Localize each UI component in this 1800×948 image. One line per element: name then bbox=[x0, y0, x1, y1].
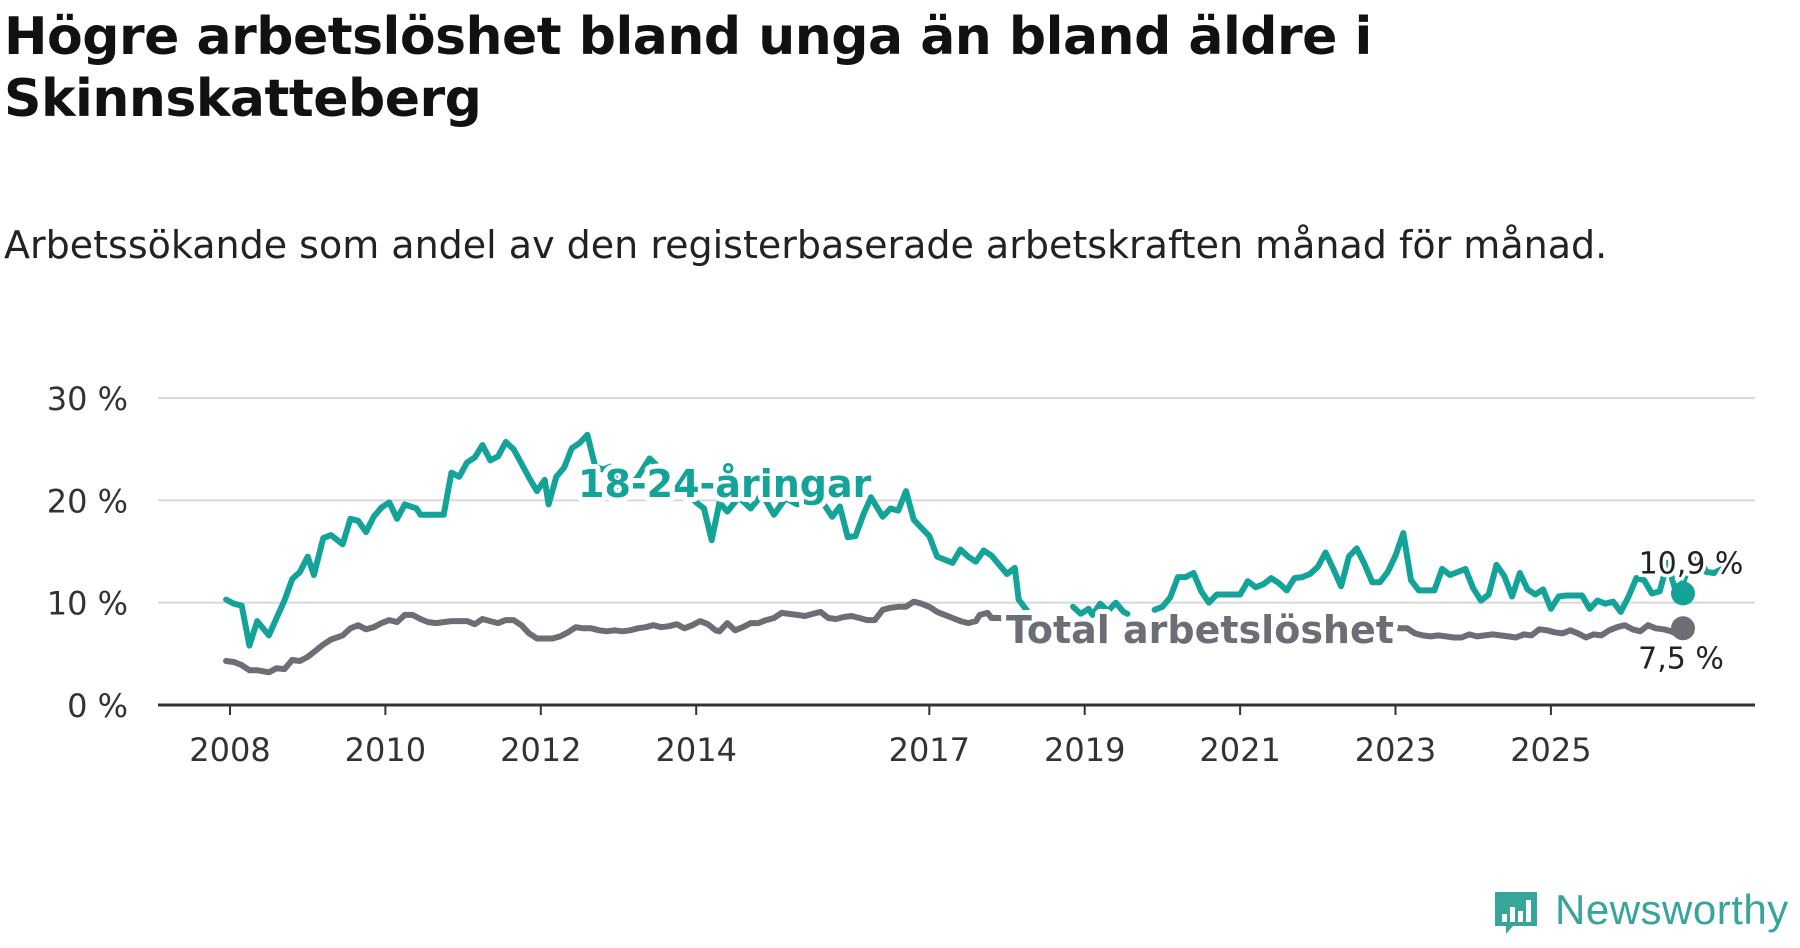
y-tick-label: 10 % bbox=[47, 585, 128, 623]
x-tick-label: 2019 bbox=[1044, 731, 1125, 769]
x-tick-label: 2021 bbox=[1199, 731, 1280, 769]
x-axis-ticks: 2008 2010 2012 2014 2017 2019 2021 2023 2025 bbox=[158, 703, 1755, 769]
series-lines bbox=[223, 431, 1733, 676]
x-tick-label: 2023 bbox=[1355, 731, 1436, 769]
y-tick-label: 20 % bbox=[47, 482, 128, 520]
total-end-marker bbox=[1671, 616, 1695, 641]
chart-subtitle: Arbetssökande som andel av den registerb… bbox=[4, 223, 1608, 267]
x-tick-label: 2014 bbox=[655, 731, 736, 769]
youth-end-marker bbox=[1671, 581, 1695, 606]
total-unemployment-line bbox=[223, 598, 1686, 676]
brand-name: Newsworthy bbox=[1555, 886, 1789, 933]
x-tick-label: 2010 bbox=[345, 731, 426, 769]
gridlines bbox=[158, 397, 1755, 604]
y-tick-label: 0 % bbox=[67, 687, 128, 725]
x-tick-label: 2008 bbox=[189, 731, 270, 769]
x-tick-label: 2025 bbox=[1510, 731, 1591, 769]
x-tick-label: 2012 bbox=[500, 731, 581, 769]
total-end-label: 7,5 % bbox=[1638, 641, 1724, 676]
y-tick-label: 30 % bbox=[47, 380, 128, 418]
bar-chart-speech-bubble-icon bbox=[1495, 892, 1537, 934]
total-series-label: Total arbetslöshet bbox=[1006, 608, 1394, 652]
x-tick-label: 2017 bbox=[889, 731, 970, 769]
series-labels: 10,9 % 7,5 % 18-24-åringar Total arbetslösh… bbox=[573, 457, 1747, 680]
youth-series-label: 18-24-åringar bbox=[578, 462, 872, 506]
newsworthy-logo: Newsworthy bbox=[1487, 882, 1800, 948]
youth-unemployment-line bbox=[223, 431, 1733, 649]
chart-title: Högre arbetslöshet bland unga än bland ä… bbox=[4, 7, 1372, 129]
y-axis-ticks: 0 % 10 % 20 % 30 % bbox=[47, 380, 128, 725]
youth-end-label: 10,9 % bbox=[1639, 546, 1744, 581]
